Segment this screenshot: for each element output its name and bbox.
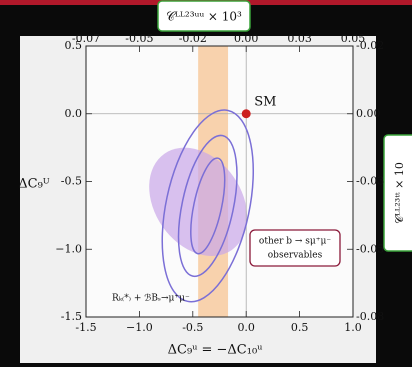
right-label-box	[383, 134, 412, 252]
top-tick-label: 0.03	[287, 32, 312, 45]
top-label-box	[157, 0, 251, 32]
top-tick-label: -0.05	[125, 32, 153, 45]
y-tick-label: −1.0	[55, 242, 82, 255]
annotation: other b → sμ⁺μ⁻	[259, 237, 331, 247]
sm-point	[241, 109, 251, 119]
y-tick-label: 0.5	[65, 39, 83, 52]
sm-label: SM	[254, 94, 276, 109]
right-tick-label: -0.08	[356, 310, 384, 323]
x-tick-label: -1.5	[75, 321, 96, 334]
y-tick-label: -1.5	[61, 310, 82, 323]
y-axis-label: ΔC₉ᵁ	[18, 177, 50, 192]
right-tick-label: -0.03	[356, 175, 384, 188]
right-tick-label: -0.02	[356, 39, 384, 52]
x-tick-label: 1.0	[344, 321, 362, 334]
x-tick-label: -0.5	[182, 321, 203, 334]
y-tick-label: -0.5	[61, 175, 82, 188]
top-axis-label: 𝒞ᴸᴸ²³ᵘᵘ × 10³	[166, 10, 242, 24]
annotation: observables	[268, 251, 323, 261]
right-axis-label: 𝒞ᴸᴸ²³ᵗᵗ × 10	[393, 162, 406, 224]
band-label: Rₖ₍*₎ + ℬBₛ→μ⁺μ⁻	[112, 294, 190, 304]
contour	[161, 109, 255, 303]
y-tick-label: 0.0	[65, 107, 83, 120]
top-tick-label: 0.05	[341, 32, 366, 45]
annotation-box	[249, 229, 341, 267]
right-tick-label: 0.00	[356, 107, 381, 120]
top-tick-label: -0.02	[179, 32, 207, 45]
x-tick-label: 0.5	[291, 321, 309, 334]
right-tick-label: -0.05	[356, 242, 384, 255]
x-tick-label: −1.0	[126, 321, 153, 334]
x-tick-label: 0.0	[237, 321, 255, 334]
top-tick-label: 0.00	[234, 32, 259, 45]
top-tick-label: -0.07	[72, 32, 100, 45]
marks	[86, 46, 353, 317]
contour	[190, 157, 226, 255]
contour	[177, 134, 238, 278]
x-axis-label: ΔC₉ᵘ = −ΔC₁₀ᵘ	[168, 343, 263, 358]
